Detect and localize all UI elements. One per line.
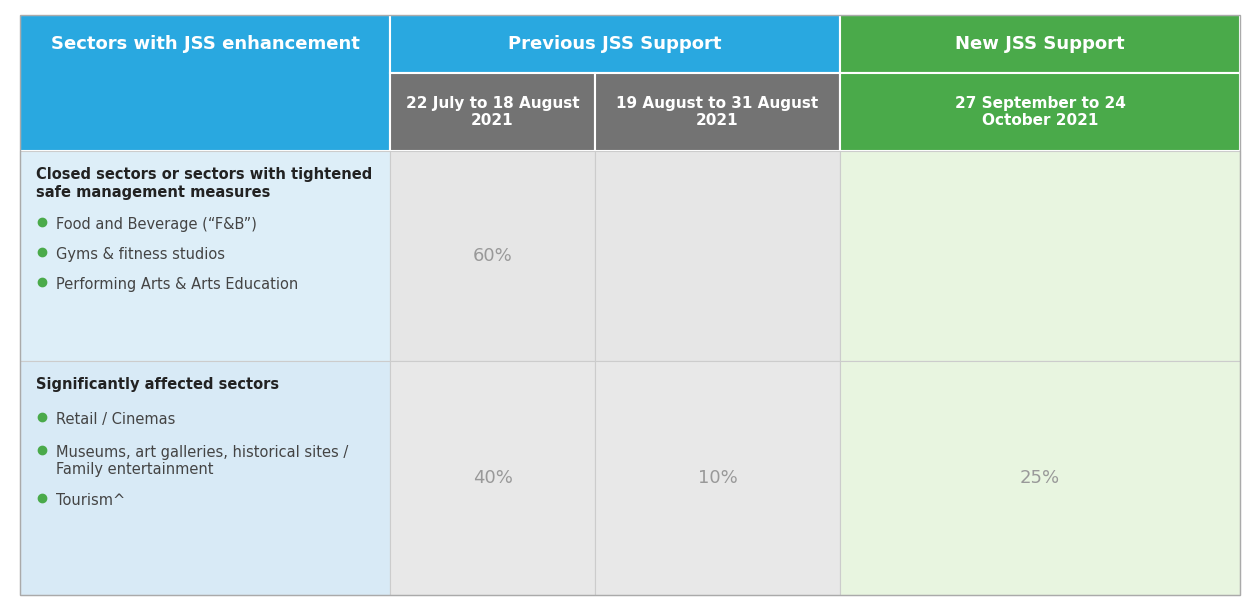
- Text: New JSS Support: New JSS Support: [955, 35, 1125, 53]
- Text: Retail / Cinemas: Retail / Cinemas: [55, 412, 175, 427]
- Text: Sectors with JSS enhancement: Sectors with JSS enhancement: [50, 35, 359, 53]
- Text: Closed sectors or sectors with tightened: Closed sectors or sectors with tightened: [37, 167, 372, 182]
- Text: Performing Arts & Arts Education: Performing Arts & Arts Education: [55, 277, 299, 292]
- Text: Food and Beverage (“F&B”): Food and Beverage (“F&B”): [55, 217, 257, 232]
- Bar: [20, 151, 391, 361]
- Bar: [391, 73, 595, 151]
- Bar: [20, 15, 391, 151]
- Text: 10%: 10%: [698, 469, 737, 487]
- Text: 40%: 40%: [472, 469, 513, 487]
- Bar: [595, 151, 840, 361]
- Bar: [840, 151, 1240, 361]
- Text: 19 August to 31 August
2021: 19 August to 31 August 2021: [616, 96, 819, 128]
- Bar: [595, 361, 840, 595]
- Text: Tourism^: Tourism^: [55, 493, 125, 508]
- Text: Significantly affected sectors: Significantly affected sectors: [37, 377, 280, 392]
- Text: 25%: 25%: [1019, 469, 1060, 487]
- Text: safe management measures: safe management measures: [37, 185, 271, 200]
- Bar: [840, 15, 1240, 73]
- Bar: [391, 151, 595, 361]
- Bar: [20, 361, 391, 595]
- Bar: [391, 361, 595, 595]
- Text: 27 September to 24
October 2021: 27 September to 24 October 2021: [955, 96, 1125, 128]
- Bar: [840, 361, 1240, 595]
- Text: 22 July to 18 August
2021: 22 July to 18 August 2021: [406, 96, 580, 128]
- Bar: [391, 15, 840, 73]
- Text: 60%: 60%: [472, 247, 513, 265]
- Text: Previous JSS Support: Previous JSS Support: [508, 35, 722, 53]
- Bar: [595, 73, 840, 151]
- Text: Museums, art galleries, historical sites /
Family entertainment: Museums, art galleries, historical sites…: [55, 445, 348, 478]
- Text: Gyms & fitness studios: Gyms & fitness studios: [55, 247, 226, 262]
- Bar: [840, 73, 1240, 151]
